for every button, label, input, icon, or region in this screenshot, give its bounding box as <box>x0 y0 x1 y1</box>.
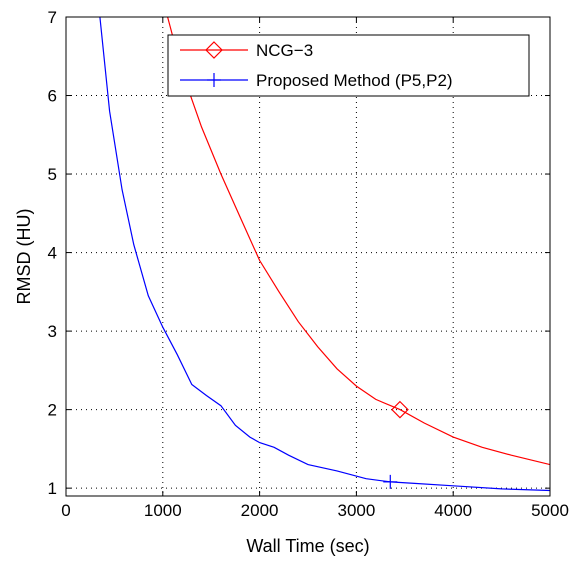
legend-marker-2 <box>207 73 221 87</box>
grid-lines <box>66 17 550 496</box>
series-lines <box>99 17 550 492</box>
legend-label: NCG−3 <box>256 41 313 60</box>
y-tick-label: 7 <box>48 8 57 27</box>
legend-label: Proposed Method (P5,P2) <box>256 71 453 90</box>
y-tick-label: 6 <box>48 87 57 106</box>
plot-frame <box>65 16 551 497</box>
y-tick-label: 4 <box>48 244 57 263</box>
series-line-1 <box>167 17 550 466</box>
y-tick-label: 1 <box>48 479 57 498</box>
legend-marker-1 <box>205 41 223 59</box>
y-tick-label: 3 <box>48 322 57 341</box>
axis-ticks: 0 1000 2000 3000 4000 5000 1 2 3 4 5 6 7 <box>48 8 569 520</box>
legend-item-1: NCG−3 <box>180 41 313 60</box>
legend-item-2: Proposed Method (P5,P2) <box>180 71 453 90</box>
x-tick-label: 3000 <box>337 501 375 520</box>
x-tick-label: 0 <box>61 501 70 520</box>
series-line-2 <box>99 17 550 492</box>
x-tick-label: 5000 <box>531 501 569 520</box>
x-axis-label: Wall Time (sec) <box>246 536 369 556</box>
series-2-marker <box>383 474 398 489</box>
series-1-marker <box>391 400 409 419</box>
y-tick-label: 5 <box>48 165 57 184</box>
legend: NCG−3 Proposed Method (P5,P2) <box>167 34 530 97</box>
y-axis-label: RMSD (HU) <box>14 209 34 305</box>
x-tick-label: 2000 <box>241 501 279 520</box>
x-tick-label: 1000 <box>144 501 182 520</box>
y-tick-label: 2 <box>48 401 57 420</box>
x-tick-label: 4000 <box>434 501 472 520</box>
legend-box <box>167 34 530 97</box>
